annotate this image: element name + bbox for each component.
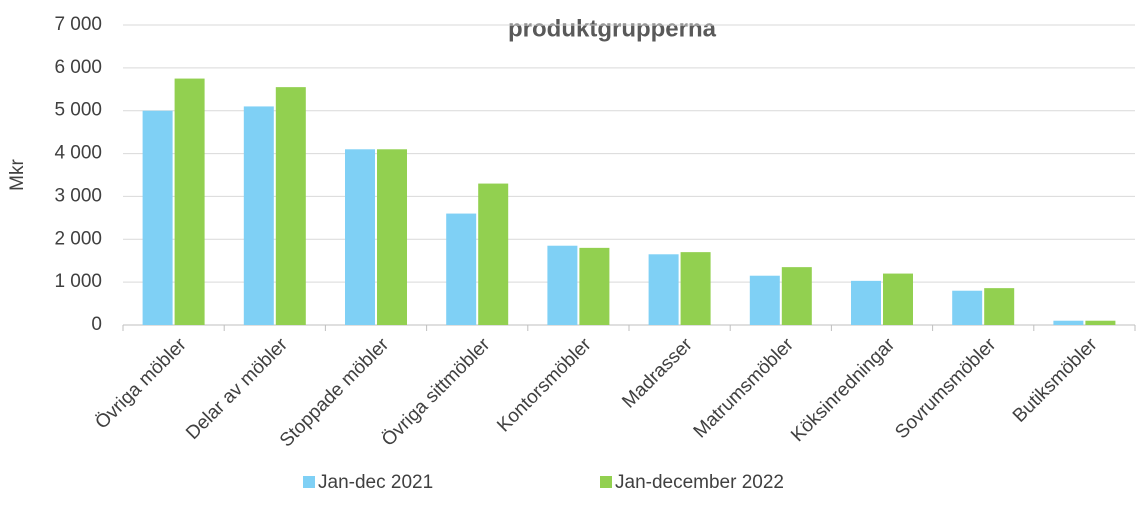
y-tick-label: 5 000	[54, 100, 102, 121]
legend-swatch	[600, 476, 612, 488]
x-tick-label: Övriga sittmöbler	[378, 334, 495, 451]
bar	[142, 110, 173, 325]
bar	[446, 213, 477, 325]
y-axis-label: Mkr	[7, 159, 28, 191]
legend-label: Jan-dec 2021	[318, 472, 433, 493]
bar	[680, 252, 711, 325]
bar	[275, 87, 306, 326]
bar	[984, 288, 1015, 325]
bar	[851, 280, 881, 325]
y-tick-label: 6 000	[54, 57, 102, 78]
y-tick-label: 0	[91, 314, 102, 335]
x-tick-label: Butiksmöbler	[1009, 334, 1102, 427]
bar	[243, 106, 274, 325]
bar	[1085, 320, 1116, 325]
bar	[883, 273, 913, 325]
bar	[648, 254, 679, 325]
bar	[952, 290, 983, 325]
bar	[781, 267, 812, 325]
x-tick-label: Sovrumsmöbler	[891, 334, 1000, 443]
x-tick-label: Stoppade möbler	[276, 334, 394, 452]
y-tick-label: 3 000	[54, 185, 102, 206]
x-tick-label: Madrasser	[618, 334, 697, 413]
legend-label: Jan-december 2022	[615, 472, 784, 493]
y-tick-label: 1 000	[54, 271, 102, 292]
bar	[547, 245, 578, 325]
legend-swatch	[303, 476, 315, 488]
x-tick-label: Övriga möbler	[91, 334, 191, 434]
bar	[1053, 320, 1084, 325]
y-tick-label: 7 000	[54, 14, 102, 35]
x-tick-label: Matrumsmöbler	[690, 334, 799, 443]
x-tick-label: Delar av möbler	[182, 334, 292, 444]
bar	[345, 149, 375, 325]
y-tick-label: 2 000	[54, 228, 102, 249]
bar	[478, 183, 509, 325]
x-tick-label: Köksinredningar	[787, 334, 899, 446]
bar	[174, 78, 205, 325]
x-tick-label: Kontorsmöbler	[493, 334, 596, 437]
bar	[377, 149, 407, 325]
bar	[749, 275, 780, 325]
bar	[579, 247, 610, 325]
y-tick-label: 4 000	[54, 143, 102, 164]
chart-title: produktgrupperna	[508, 15, 717, 42]
